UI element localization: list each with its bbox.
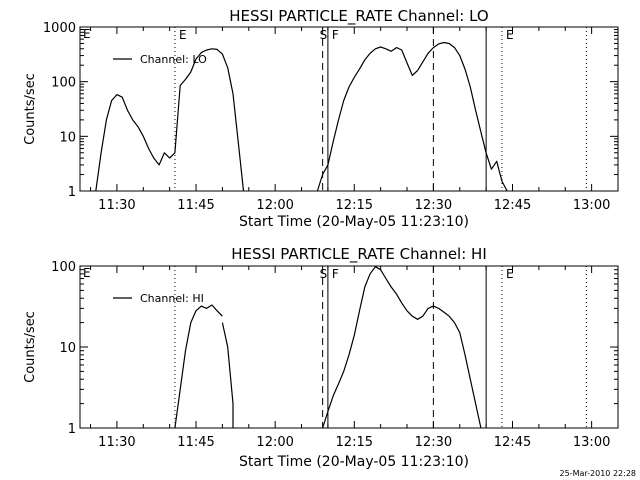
event-marker-label: E [506, 267, 514, 281]
chart-panel-1: HESSI PARTICLE_RATE Channel: LO 11:30 11:4… [23, 7, 619, 230]
series-line [316, 41, 508, 192]
x-tick-label: 11:45 [177, 198, 214, 213]
x-tick-label: 12:45 [494, 435, 531, 450]
chart-title: HESSI PARTICLE_RATE Channel: HI [231, 245, 487, 264]
x-tick-label: 11:30 [98, 435, 135, 450]
x-tick-label: 13:00 [573, 435, 610, 450]
y-axis-label: Counts/sec [23, 73, 38, 145]
x-tick-label: 12:30 [415, 435, 452, 450]
y-tick-label: 1 [68, 185, 76, 200]
y-axis-label: Counts/sec [23, 311, 38, 383]
x-tick-label: 11:45 [177, 435, 214, 450]
x-axis-label: Start Time (20-May-05 11:23:10) [239, 454, 469, 470]
timestamp-label: 25-Mar-2010 22:28 [560, 469, 637, 478]
x-tick-label: 13:00 [573, 198, 610, 213]
x-tick-label: 12:15 [336, 198, 373, 213]
x-tick-label: 12:00 [256, 198, 293, 213]
legend-label: Channel: LO [140, 53, 207, 66]
event-marker-label: E [83, 27, 91, 41]
event-marker-label: S [320, 267, 328, 281]
legend-label: Channel: HI [140, 292, 204, 305]
y-tick-label: 100 [51, 76, 76, 91]
event-marker-label: S [320, 28, 328, 42]
event-marker-label: E [179, 28, 187, 42]
x-axis-label: Start Time (20-May-05 11:23:10) [239, 214, 469, 230]
plot-frame [79, 26, 619, 192]
x-tick-label: 11:30 [98, 198, 135, 213]
plot-frame [79, 265, 619, 429]
y-tick-label: 100 [51, 260, 76, 275]
series-line [95, 48, 245, 192]
y-tick-label: 10 [59, 130, 76, 145]
x-tick-label: 12:45 [494, 198, 531, 213]
series-line [322, 266, 482, 429]
y-tick-label: 10 [59, 341, 76, 356]
series-line [221, 322, 234, 428]
event-marker-label: F [332, 28, 339, 42]
x-tick-label: 12:15 [336, 435, 373, 450]
x-tick-label: 12:30 [415, 198, 452, 213]
event-marker-label: F [332, 267, 339, 281]
event-marker-label: E [506, 28, 514, 42]
x-tick-label: 12:00 [256, 435, 293, 450]
chart-title: HESSI PARTICLE_RATE Channel: LO [229, 7, 488, 26]
series-line [174, 304, 223, 429]
y-tick-label: 1000 [43, 21, 76, 36]
event-marker-label: E [83, 266, 91, 280]
chart-panel-2: HESSI PARTICLE_RATE Channel: HI 11:30 11:4… [23, 245, 619, 470]
y-tick-label: 1 [68, 422, 76, 437]
